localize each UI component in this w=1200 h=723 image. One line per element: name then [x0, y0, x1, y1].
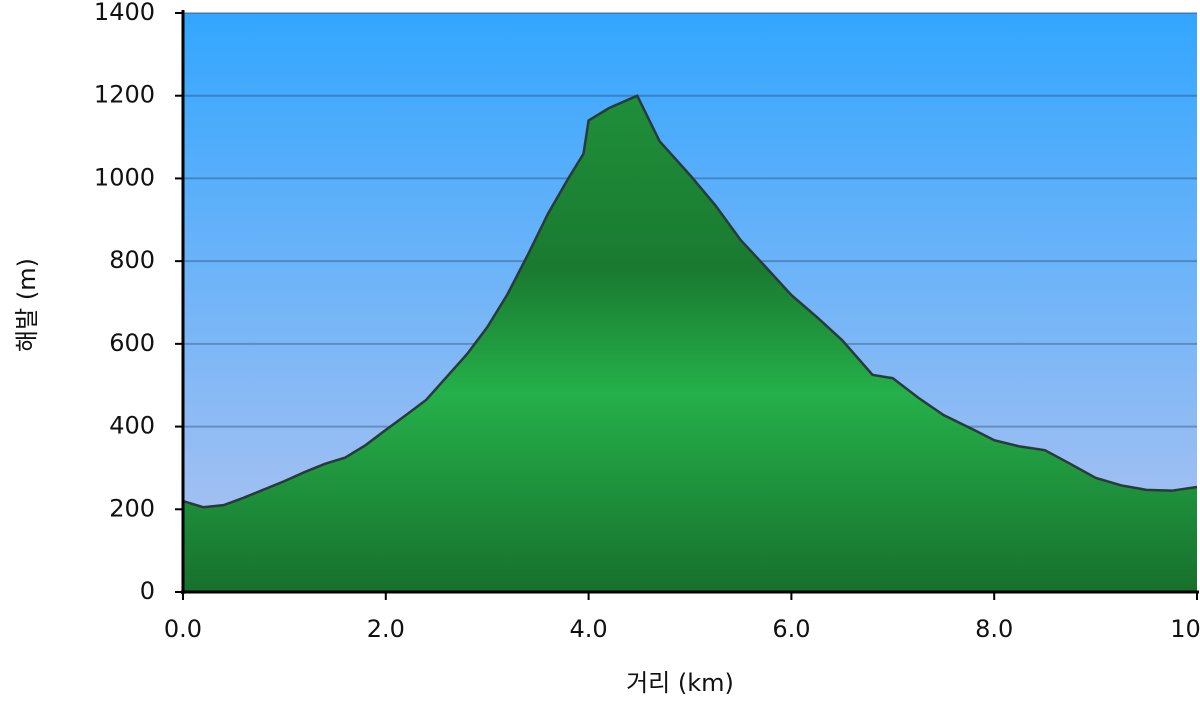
- y-axis-title: 해발 (m): [13, 258, 41, 352]
- x-tick-label: 4.0: [570, 615, 608, 643]
- y-tick-label: 600: [109, 329, 155, 357]
- elevation-area: [183, 95, 1197, 592]
- y-tick-label: 1200: [94, 81, 155, 109]
- y-tick-label: 200: [109, 494, 155, 522]
- x-tick-label: 6.0: [772, 615, 810, 643]
- x-tick-label: 8.0: [975, 615, 1013, 643]
- y-tick-label: 400: [109, 412, 155, 440]
- x-tick-label: 0.0: [164, 615, 202, 643]
- x-tick-label: 2.0: [367, 615, 405, 643]
- x-axis-title: 거리 (km): [626, 669, 734, 697]
- y-tick-label: 1000: [94, 163, 155, 191]
- x-tick-label: 10.0: [1170, 615, 1200, 643]
- y-tick-label: 1400: [94, 0, 155, 26]
- y-tick-label: 800: [109, 246, 155, 274]
- elevation-line: [182, 94, 1198, 509]
- y-tick-label: 0: [140, 577, 155, 605]
